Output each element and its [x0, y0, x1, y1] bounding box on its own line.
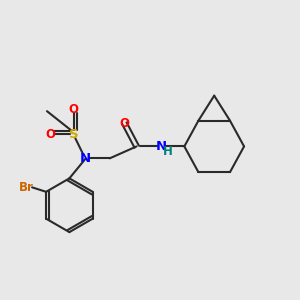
Text: N: N	[80, 152, 92, 165]
Text: Br: Br	[19, 181, 34, 194]
Text: S: S	[69, 128, 79, 141]
Text: O: O	[69, 103, 79, 116]
Text: H: H	[162, 145, 172, 158]
Text: O: O	[120, 117, 130, 130]
Text: N: N	[156, 140, 167, 153]
Text: O: O	[45, 128, 55, 141]
